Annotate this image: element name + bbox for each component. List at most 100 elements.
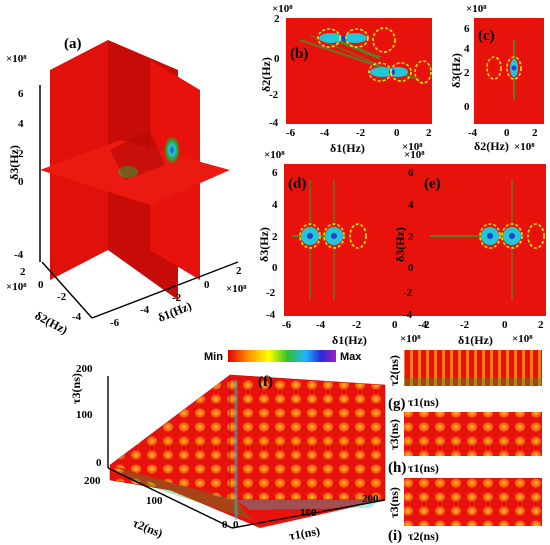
- tick-label: -2: [460, 319, 470, 331]
- highlight-ellipse: [527, 223, 545, 249]
- z-axis-label: δ3(Hz): [7, 145, 21, 180]
- tick-label: 2: [272, 231, 278, 243]
- tick-label: 4: [464, 43, 470, 55]
- tick-label: 0: [38, 279, 44, 291]
- tick-label: -6: [282, 319, 292, 331]
- tick-label: -6: [110, 317, 120, 329]
- tick-label: 6: [18, 88, 24, 100]
- scale-label: ×10⁸: [514, 141, 535, 153]
- scale-label: ×10⁸: [6, 53, 27, 65]
- peak-marker: [164, 136, 180, 164]
- peak-marker: [118, 166, 138, 178]
- z-axis-label: τ3(ns): [69, 373, 83, 404]
- x-axis-label: δ1(Hz): [458, 333, 493, 347]
- highlight-ellipse: [323, 223, 345, 249]
- tick-label: 100: [146, 495, 163, 507]
- tick-label: 6: [464, 23, 470, 35]
- x-axis-label: δ1(Hz): [330, 141, 365, 155]
- scale-label: ×10⁸: [264, 149, 285, 161]
- plot-band: [404, 378, 542, 386]
- highlight-ellipse: [506, 56, 522, 80]
- floor-highlight: [118, 468, 252, 520]
- y-axis-label: δ2(Hz): [33, 308, 70, 337]
- tick-label: -4: [468, 127, 478, 139]
- panel-label: (c): [478, 28, 495, 44]
- tick-label: -2: [403, 287, 413, 299]
- x-axis-label: τ1(ns): [408, 461, 439, 475]
- tick-label: -2: [356, 127, 366, 139]
- tick-label: -2: [352, 319, 362, 331]
- tick-label: 2: [532, 127, 538, 139]
- tick-label: -4: [403, 309, 413, 321]
- plot-area: [404, 478, 542, 526]
- tick-label: -2: [269, 89, 279, 101]
- peak-center: [487, 233, 493, 239]
- tick-label: 2: [424, 319, 430, 331]
- trace-line: [335, 38, 381, 60]
- tick-label: 0: [272, 262, 278, 274]
- peak-marker: [319, 33, 343, 43]
- tick-label: 0: [96, 457, 102, 469]
- tick-label: 2: [408, 231, 414, 243]
- scale-label: ×10⁸: [6, 281, 27, 293]
- peak-center: [307, 233, 313, 239]
- tick-label: 6: [272, 167, 278, 179]
- panel-label: (a): [64, 36, 82, 52]
- scale-label: ×10⁸: [404, 149, 425, 161]
- tick-label: 6: [408, 167, 414, 179]
- scale-label: ×10⁸: [400, 333, 421, 345]
- tick-label: 2: [426, 127, 432, 139]
- y-axis-label: δ2(Hz): [259, 57, 273, 92]
- highlight-ellipse: [372, 27, 396, 53]
- tick-label: 0: [408, 262, 414, 274]
- colorbar-min-label: Min: [204, 351, 223, 363]
- x-axis-line: [231, 499, 386, 529]
- highlight-ellipse: [390, 62, 412, 82]
- panel-label: (i): [388, 528, 402, 544]
- y-axis-line: [41, 261, 93, 319]
- plot-area: [404, 350, 542, 386]
- x-axis-line: [91, 261, 239, 319]
- y-axis-label: δ3(Hz): [257, 227, 271, 262]
- highlight-ellipse: [479, 223, 501, 249]
- panel-b: (b) ×10⁸ 2 0 -2 -4 δ2(Hz) -6 -4 -2 0 2 δ…: [259, 3, 432, 155]
- tick-label: 0: [18, 176, 24, 188]
- tick-label: 2: [274, 13, 280, 25]
- y-axis-label: τ2(ns): [131, 516, 165, 541]
- panel-label: (f): [258, 374, 273, 390]
- tick-label: -6: [286, 127, 296, 139]
- panel-d: (d) ×10⁸ 6 4 2 0 -2 -4 δ3(Hz) -6 -4 -2 0…: [257, 149, 430, 347]
- y-axis-label: τ3(ns): [387, 487, 401, 518]
- highlight-ellipse: [414, 60, 432, 84]
- tick-label: -4: [320, 127, 330, 139]
- tick-label: 0: [464, 101, 470, 113]
- colorbar: [228, 350, 336, 362]
- panel-f: Min Max (f) 200 100 0 τ3(ns) 200 100 0 τ…: [69, 350, 386, 543]
- panel-e: (e) ×10⁸ 6 4 2 0 -2 -4 δ3(Hz) -4 -2 0 2 …: [393, 149, 546, 347]
- panel-a: (a) ×10⁸ 6 4 2 0 -4 δ3(Hz) 2 0 -2 -4 ×10…: [6, 36, 247, 337]
- wall-plane: [109, 374, 231, 501]
- y-axis-label: τ2(ns): [387, 355, 401, 386]
- peak-center: [331, 233, 337, 239]
- y-axis-label: δ3(Hz): [393, 227, 407, 262]
- scale-label: ×10⁸: [402, 141, 423, 153]
- y-axis-line: [107, 467, 233, 529]
- panel-label: (h): [388, 460, 406, 476]
- tick-label: 4: [18, 118, 24, 130]
- tick-label: -4: [14, 249, 24, 261]
- tick-label: 2: [18, 148, 24, 160]
- tick-label: -4: [72, 311, 82, 323]
- tick-label: 200: [76, 363, 93, 375]
- tick-label: 200: [84, 475, 101, 487]
- highlight-ellipse: [345, 28, 369, 48]
- tick-label: 0: [233, 519, 239, 531]
- y-axis-label: τ3(ns): [387, 419, 401, 450]
- peak-marker: [370, 67, 394, 77]
- tick-label: 2: [236, 265, 242, 277]
- peak-marker: [343, 33, 367, 43]
- tick-label: 4: [408, 199, 414, 211]
- tick-label: 0: [222, 519, 228, 531]
- tick-label: -2: [57, 291, 67, 303]
- highlight-ellipse: [349, 223, 367, 249]
- x-axis-label: τ1(ns): [408, 395, 439, 409]
